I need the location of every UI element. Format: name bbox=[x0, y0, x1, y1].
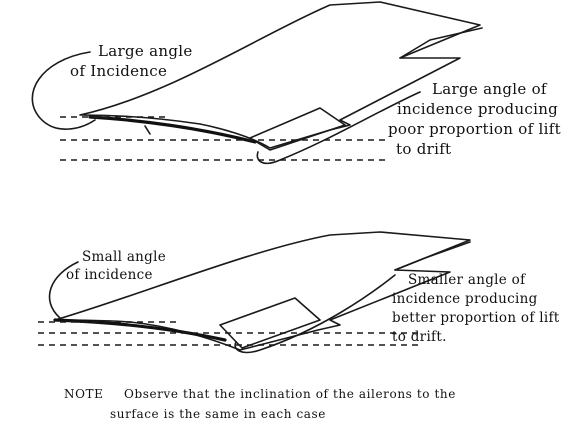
bottom-rear-aileron bbox=[394, 241, 471, 271]
note-prefix: NOTE bbox=[64, 387, 104, 401]
bottom-effect-leader bbox=[234, 274, 396, 354]
top-rear-aileron bbox=[399, 27, 483, 59]
bottom-effect-label-line1: Smaller angle of bbox=[408, 272, 526, 288]
bottom-front-aileron bbox=[219, 297, 321, 349]
top-angle-label-line2: of Incidence bbox=[70, 62, 168, 80]
bottom-leading-edge bbox=[53, 318, 227, 342]
bottom-effect-label-line2: incidence producing bbox=[392, 291, 538, 307]
top-angle-mark bbox=[144, 125, 151, 135]
top-effect-label-line4: to drift bbox=[396, 140, 452, 158]
top-effect-leader bbox=[256, 91, 421, 165]
bottom-effect-label-line4: to drift. bbox=[392, 329, 447, 345]
bottom-wing-outline bbox=[54, 231, 471, 351]
top-front-aileron bbox=[249, 107, 346, 151]
top-effect-label-line3: poor proportion of lift bbox=[388, 120, 561, 138]
top-wing-diagram bbox=[31, 1, 483, 165]
top-effect-label-line1: Large angle of bbox=[432, 80, 547, 98]
bottom-effect-label-line3: better proportion of lift bbox=[392, 310, 560, 326]
top-angle-leader bbox=[31, 51, 96, 130]
bottom-wing-diagram bbox=[38, 231, 471, 354]
bottom-angle-label-line1: Small angle bbox=[82, 249, 167, 265]
note-line1: Observe that the inclination of the aile… bbox=[124, 387, 456, 401]
top-leading-edge bbox=[88, 115, 257, 144]
bottom-angle-leader bbox=[48, 261, 79, 319]
top-effect-label-line2: incidence producing bbox=[397, 100, 559, 118]
bottom-angle-label-line2: of incidence bbox=[66, 267, 153, 283]
top-angle-label-line1: Large angle bbox=[98, 42, 193, 60]
note-line2: surface is the same in each case bbox=[110, 407, 326, 421]
